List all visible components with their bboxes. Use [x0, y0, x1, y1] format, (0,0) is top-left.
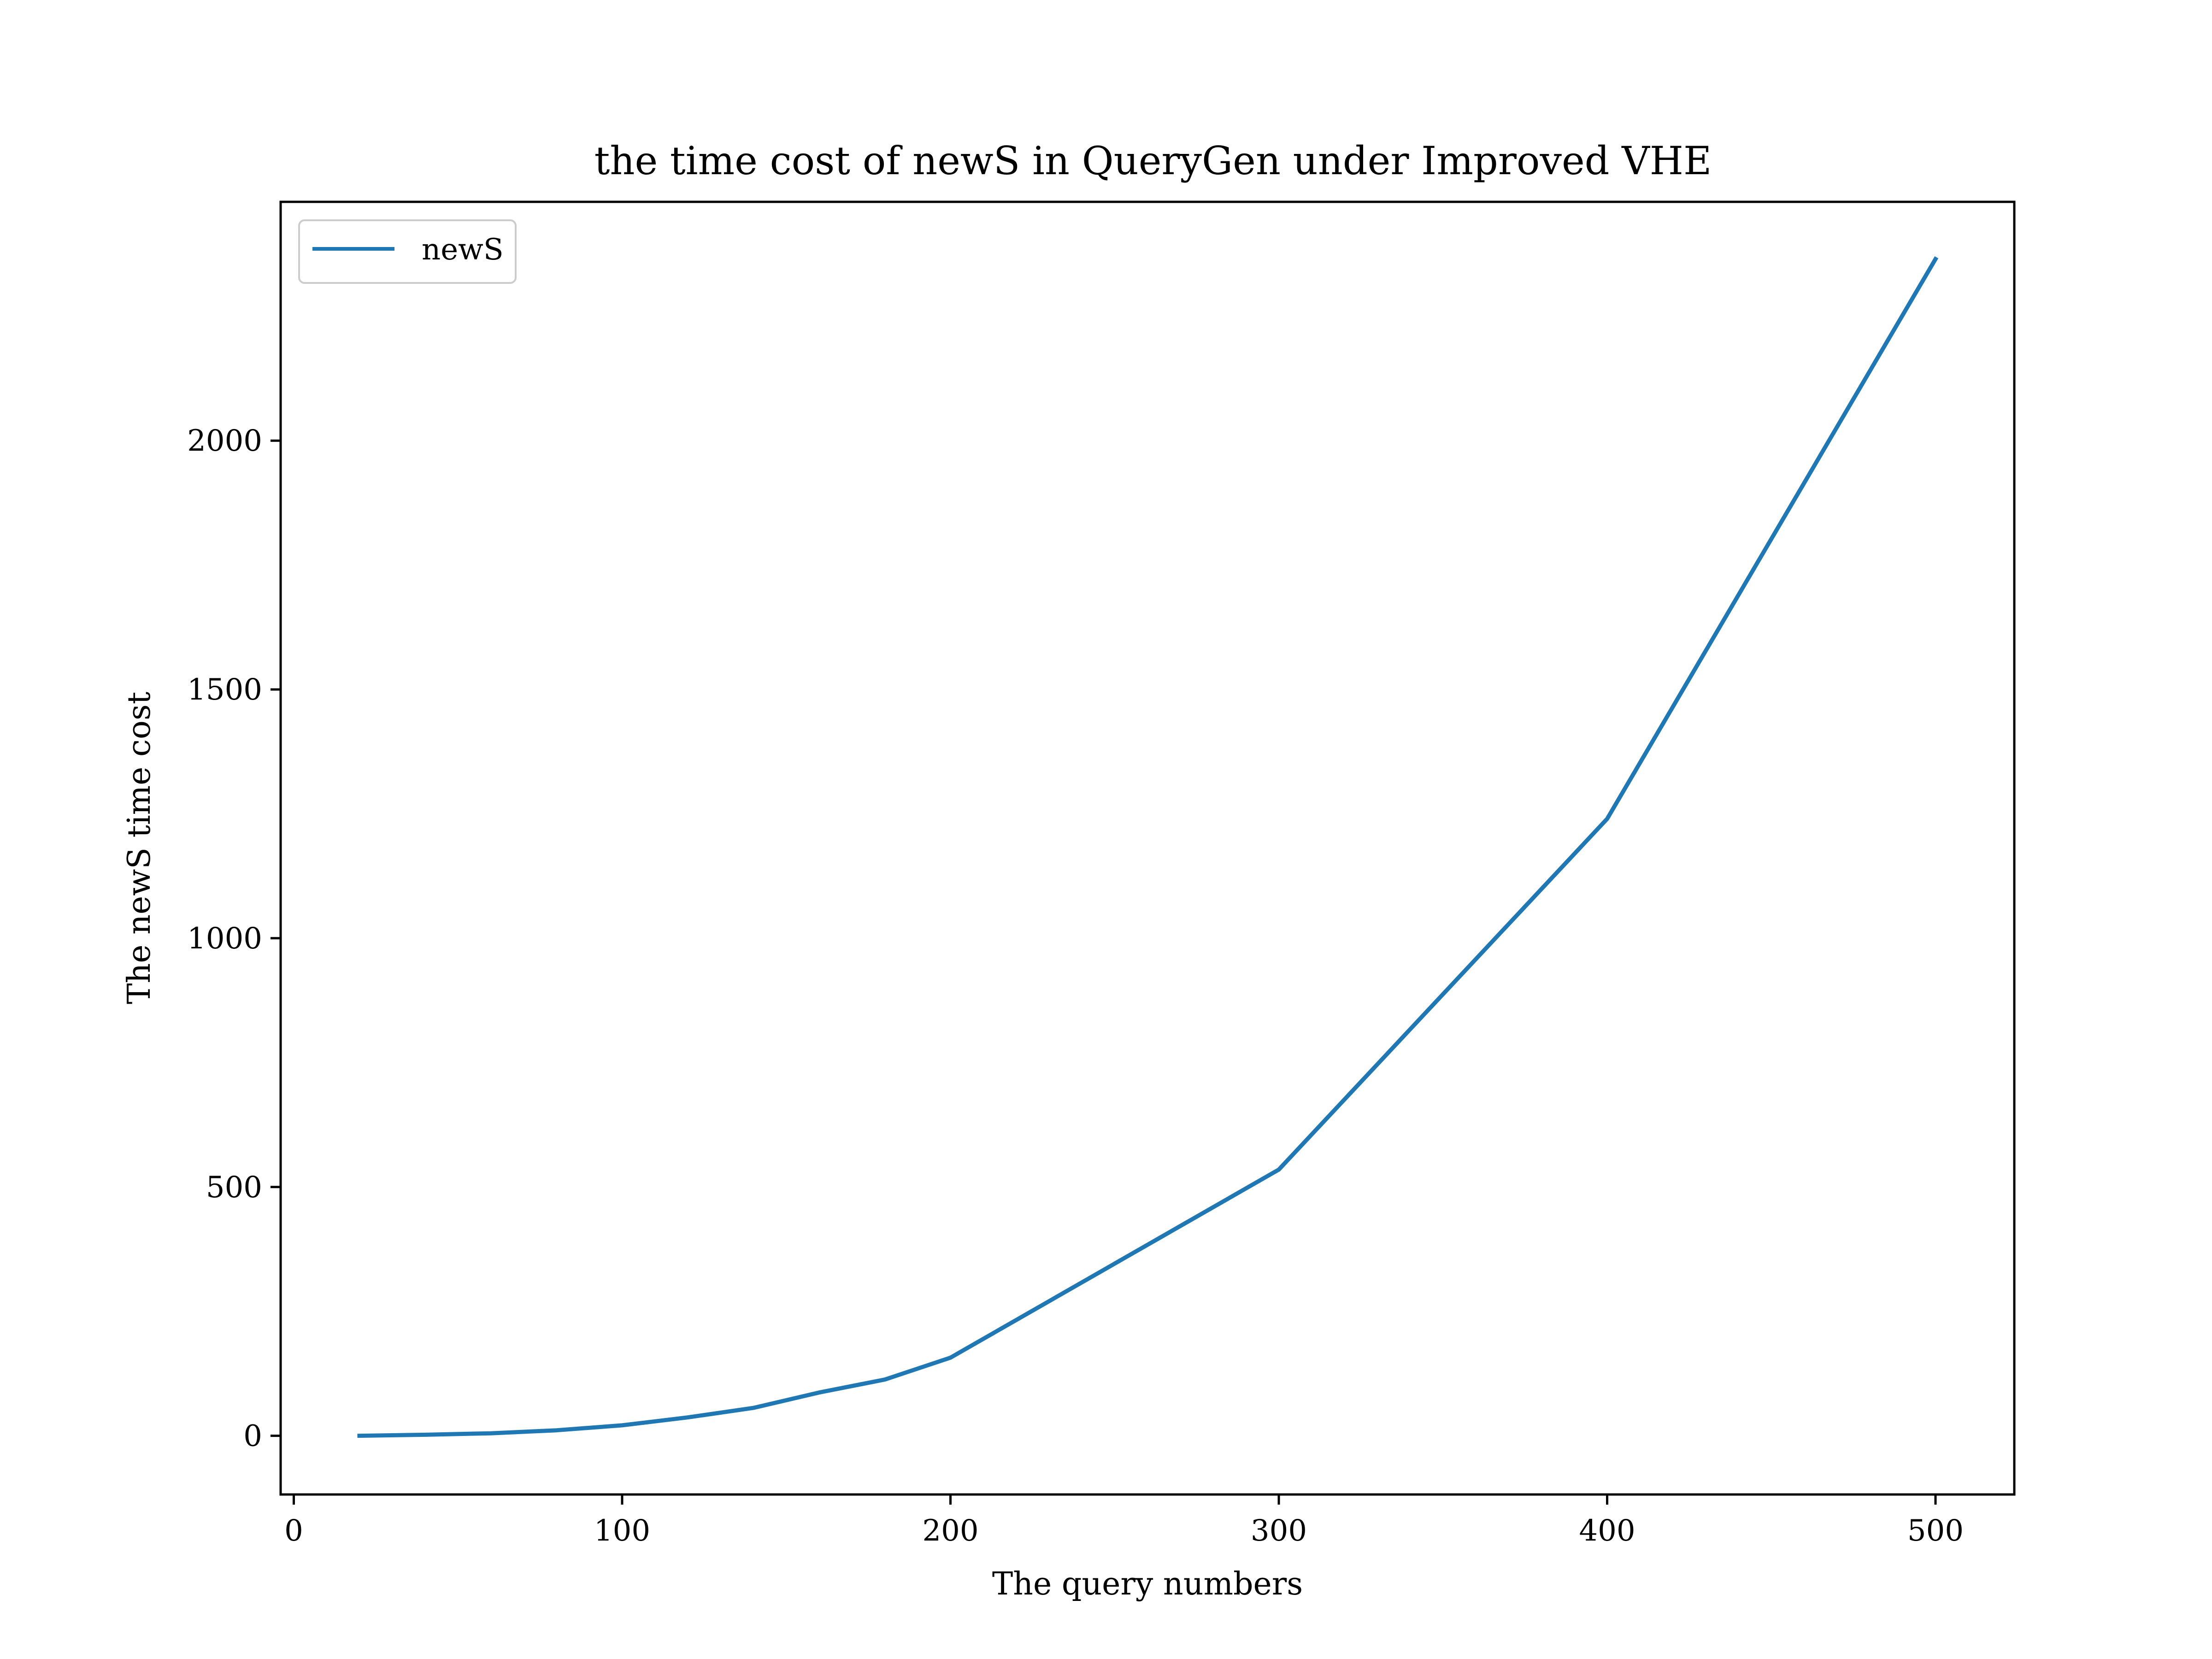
y-tick-label: 2000	[187, 424, 262, 458]
series-layer	[357, 256, 1939, 1438]
y-tick-label: 500	[206, 1171, 262, 1205]
x-tick-label: 300	[1251, 1514, 1307, 1548]
plot-area	[279, 200, 2016, 1496]
x-tick-label: 400	[1579, 1514, 1635, 1548]
x-tick-label: 0	[284, 1514, 303, 1548]
y-tick-label: 0	[243, 1419, 262, 1453]
y-axis-label: The newS time cost	[121, 692, 158, 1004]
chart-title: the time cost of newS in QueryGen under …	[594, 138, 1712, 183]
x-tick-label: 500	[1907, 1514, 1964, 1548]
series-line-news	[357, 256, 1939, 1438]
x-axis-label: The query numbers	[992, 1566, 1303, 1602]
legend-label-news: newS	[422, 233, 504, 267]
plot-frame	[279, 200, 2016, 1496]
x-axis-ticks: 0 100 200 300 400 500	[284, 1494, 1964, 1548]
x-tick-label: 100	[594, 1514, 650, 1548]
legend: newS	[298, 219, 517, 284]
legend-box	[298, 219, 517, 284]
x-tick-label: 200	[922, 1514, 978, 1548]
y-tick-label: 1500	[187, 673, 262, 707]
y-axis-ticks: 0 500 1000 1500 2000	[187, 424, 281, 1453]
y-tick-label: 1000	[187, 922, 262, 956]
